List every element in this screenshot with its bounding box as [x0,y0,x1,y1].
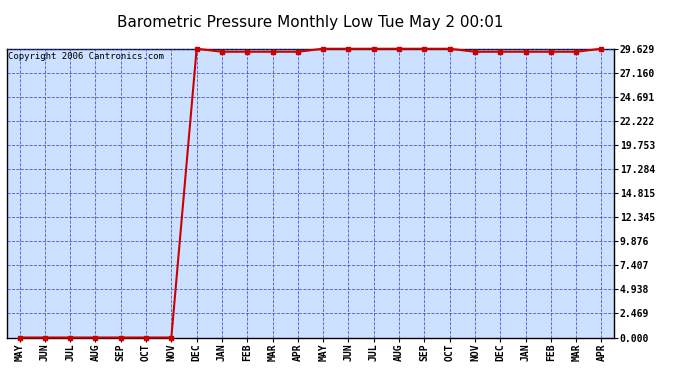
Text: Barometric Pressure Monthly Low Tue May 2 00:01: Barometric Pressure Monthly Low Tue May … [117,15,504,30]
Text: Copyright 2006 Cantronics.com: Copyright 2006 Cantronics.com [8,52,164,61]
